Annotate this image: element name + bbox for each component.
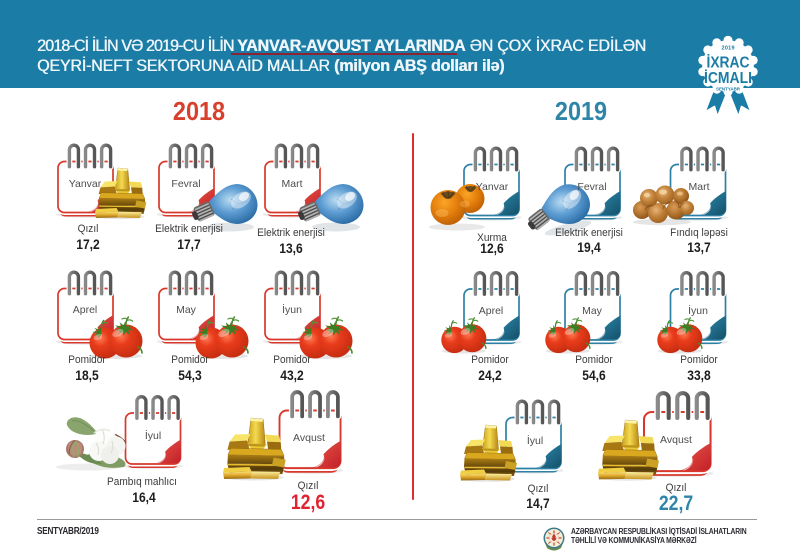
svg-text:İXRAC: İXRAC [707,55,750,72]
svg-text:İCMALI: İCMALI [704,70,752,87]
svg-text:SENTYABR: SENTYABR [716,87,740,93]
svg-text:2019: 2019 [722,46,735,52]
